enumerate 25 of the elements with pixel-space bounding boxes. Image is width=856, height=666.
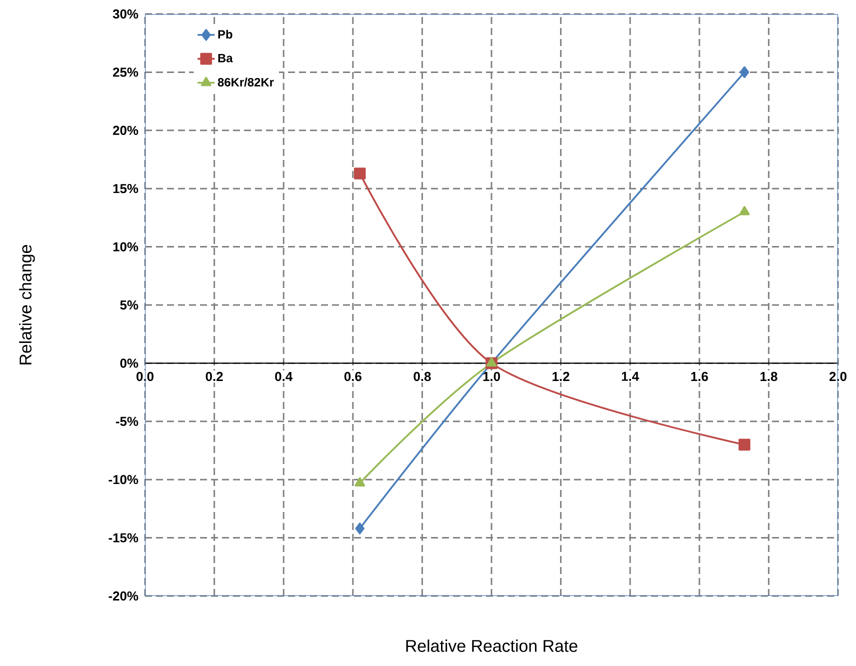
- x-tick-label: 1.2: [552, 372, 570, 381]
- x-tick-label: 0.4: [275, 372, 293, 382]
- x-tick-label: 1.4: [622, 372, 640, 381]
- x-tick-label: 0.6: [344, 372, 362, 382]
- x-tick-label: 1.6: [691, 372, 708, 382]
- y-tick-label: 5%: [120, 300, 138, 310]
- x-tick-label: 0.2: [206, 372, 223, 382]
- y-tick-label: 0%: [120, 358, 138, 368]
- y-tick-label: 20%: [113, 126, 138, 135]
- y-tick-label: 25%: [113, 68, 138, 77]
- legend-label: Pb: [218, 30, 232, 39]
- legend-label: Ba: [218, 54, 233, 62]
- y-tick-label: -20%: [108, 591, 138, 601]
- y-tick-label: -15%: [108, 533, 138, 542]
- y-tick-label: 15%: [113, 184, 138, 194]
- legend-label: 86Kr/82Kr: [218, 78, 274, 87]
- y-tick-label: 30%: [112, 9, 138, 19]
- x-tick-label: 1.8: [760, 372, 778, 382]
- x-tick-label: 0.8: [414, 372, 431, 382]
- y-tick-label: 10%: [113, 242, 138, 252]
- y-axis-title: Relative change: [19, 245, 35, 364]
- x-tick-label: 1.0: [483, 372, 500, 382]
- y-tick-label: -5%: [116, 416, 138, 426]
- y-tick-label: -10%: [108, 475, 138, 484]
- x-axis-title: Relative Reaction Rate: [406, 640, 578, 652]
